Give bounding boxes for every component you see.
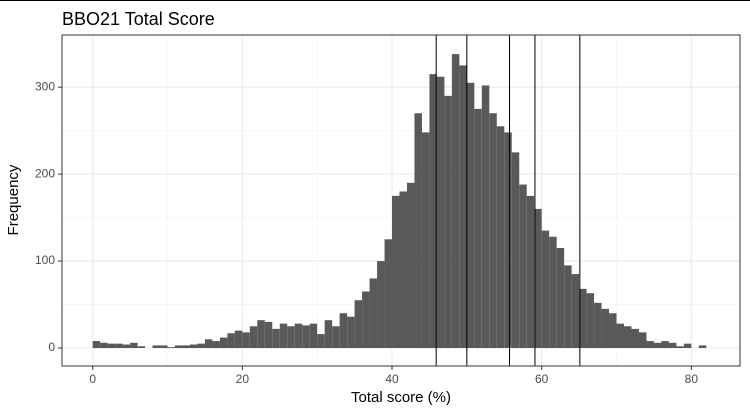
bar	[309, 323, 318, 349]
bar	[369, 278, 378, 349]
bar	[571, 274, 580, 349]
bar	[579, 288, 587, 349]
bar	[362, 291, 370, 349]
bar	[421, 132, 430, 349]
bar	[197, 343, 205, 349]
bar	[511, 152, 520, 349]
bar	[227, 333, 235, 349]
bar	[534, 208, 542, 349]
x-tick-label: 60	[535, 372, 549, 386]
bar	[249, 326, 258, 349]
bar	[257, 320, 265, 349]
y-tick-label: 100	[35, 253, 55, 267]
bar	[406, 182, 415, 349]
bar	[204, 339, 213, 349]
bar	[466, 82, 475, 349]
bar	[279, 323, 288, 349]
bar	[631, 328, 639, 349]
bar	[100, 342, 108, 349]
bar	[624, 326, 632, 349]
bar	[489, 113, 497, 349]
bar	[92, 341, 101, 349]
bar	[137, 346, 146, 349]
bar	[683, 343, 692, 349]
bar	[474, 108, 482, 349]
bar	[152, 345, 161, 349]
bar	[609, 313, 617, 349]
bar	[219, 337, 228, 349]
bar	[504, 132, 512, 349]
bar	[646, 341, 654, 349]
bar	[242, 332, 250, 349]
bar	[167, 347, 175, 349]
bar	[526, 195, 535, 349]
bar	[444, 95, 452, 349]
bar	[384, 239, 393, 349]
bar	[377, 261, 385, 349]
bar	[175, 345, 183, 349]
y-axis-label: Frequency	[5, 164, 22, 235]
bar	[324, 320, 333, 349]
y-tick-label: 200	[35, 166, 55, 180]
bar	[459, 65, 467, 349]
bar	[354, 300, 363, 349]
x-axis-label: Total score (%)	[351, 389, 451, 406]
bar	[549, 236, 557, 349]
y-tick-label: 0	[48, 340, 55, 354]
bar	[616, 323, 625, 349]
bar	[302, 325, 310, 349]
bar	[160, 345, 168, 349]
bar	[332, 326, 340, 349]
x-tick-label: 20	[236, 372, 250, 386]
x-tick-label: 0	[89, 372, 96, 386]
bar	[653, 342, 662, 349]
bar	[234, 330, 243, 349]
bar	[414, 113, 422, 349]
bar	[638, 332, 647, 349]
bar	[496, 126, 505, 349]
bar	[564, 265, 572, 349]
bar	[429, 74, 437, 349]
bar	[594, 302, 602, 349]
chart-title: BBO21 Total Score	[62, 9, 215, 29]
bar	[676, 346, 684, 349]
x-tick-label: 40	[385, 372, 399, 386]
bar	[698, 345, 707, 349]
bar	[347, 316, 355, 349]
bar	[317, 334, 325, 349]
bar	[287, 326, 295, 349]
bar	[272, 328, 280, 349]
bar	[481, 85, 490, 349]
bar	[182, 345, 190, 349]
bar	[115, 343, 123, 349]
bar	[601, 308, 610, 349]
bar	[541, 230, 550, 349]
bar	[294, 323, 303, 349]
bar	[556, 248, 565, 349]
bar	[339, 313, 348, 349]
bar	[212, 341, 220, 349]
bar	[436, 76, 445, 349]
bar	[107, 343, 116, 349]
y-tick-label: 300	[35, 79, 55, 93]
bar	[122, 344, 131, 349]
bar	[586, 293, 595, 349]
bar	[668, 342, 677, 349]
x-tick-label: 80	[685, 372, 699, 386]
panel-border	[61, 34, 741, 367]
bar	[130, 342, 138, 349]
bar	[392, 195, 400, 349]
bar	[264, 321, 273, 349]
bar	[451, 54, 460, 349]
bar	[399, 191, 407, 349]
bar	[661, 341, 669, 349]
bar	[519, 184, 527, 349]
bar	[189, 344, 198, 349]
